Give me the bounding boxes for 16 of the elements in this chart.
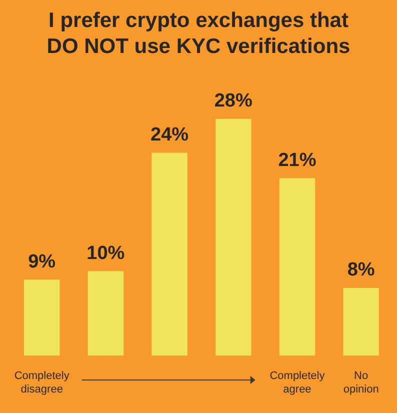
x-tick-label: Completely disagree	[14, 370, 70, 396]
bar	[279, 178, 316, 356]
bar	[24, 280, 60, 356]
bar	[216, 118, 252, 356]
data-label: 24%	[150, 124, 189, 146]
data-label: 10%	[86, 242, 125, 264]
bar	[88, 271, 124, 356]
data-label: 21%	[278, 150, 316, 171]
chart-title: I prefer crypto exchanges that DO NOT use KYC verifications	[46, 8, 352, 60]
x-tick-label: No opinion	[343, 370, 379, 396]
x-tick-label: Completely agree	[270, 370, 326, 396]
data-label: 8%	[347, 260, 375, 281]
bar	[152, 152, 188, 356]
data-label: 28%	[214, 90, 252, 112]
data-label: 9%	[28, 251, 56, 272]
bar	[343, 288, 379, 356]
